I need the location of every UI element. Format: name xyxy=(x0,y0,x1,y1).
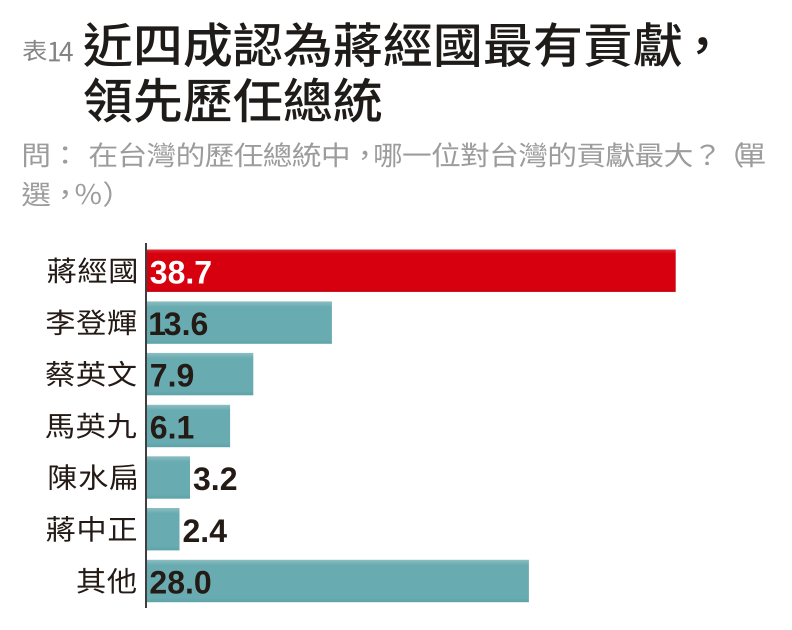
svg-text:3.2: 3.2 xyxy=(193,461,237,497)
svg-text:13.6: 13.6 xyxy=(148,306,208,342)
svg-text:6.1: 6.1 xyxy=(150,410,194,446)
svg-text:28.0: 28.0 xyxy=(149,565,211,601)
svg-text:2.4: 2.4 xyxy=(183,513,228,549)
svg-text:38.7: 38.7 xyxy=(150,254,212,290)
svg-text:7.9: 7.9 xyxy=(150,358,194,394)
